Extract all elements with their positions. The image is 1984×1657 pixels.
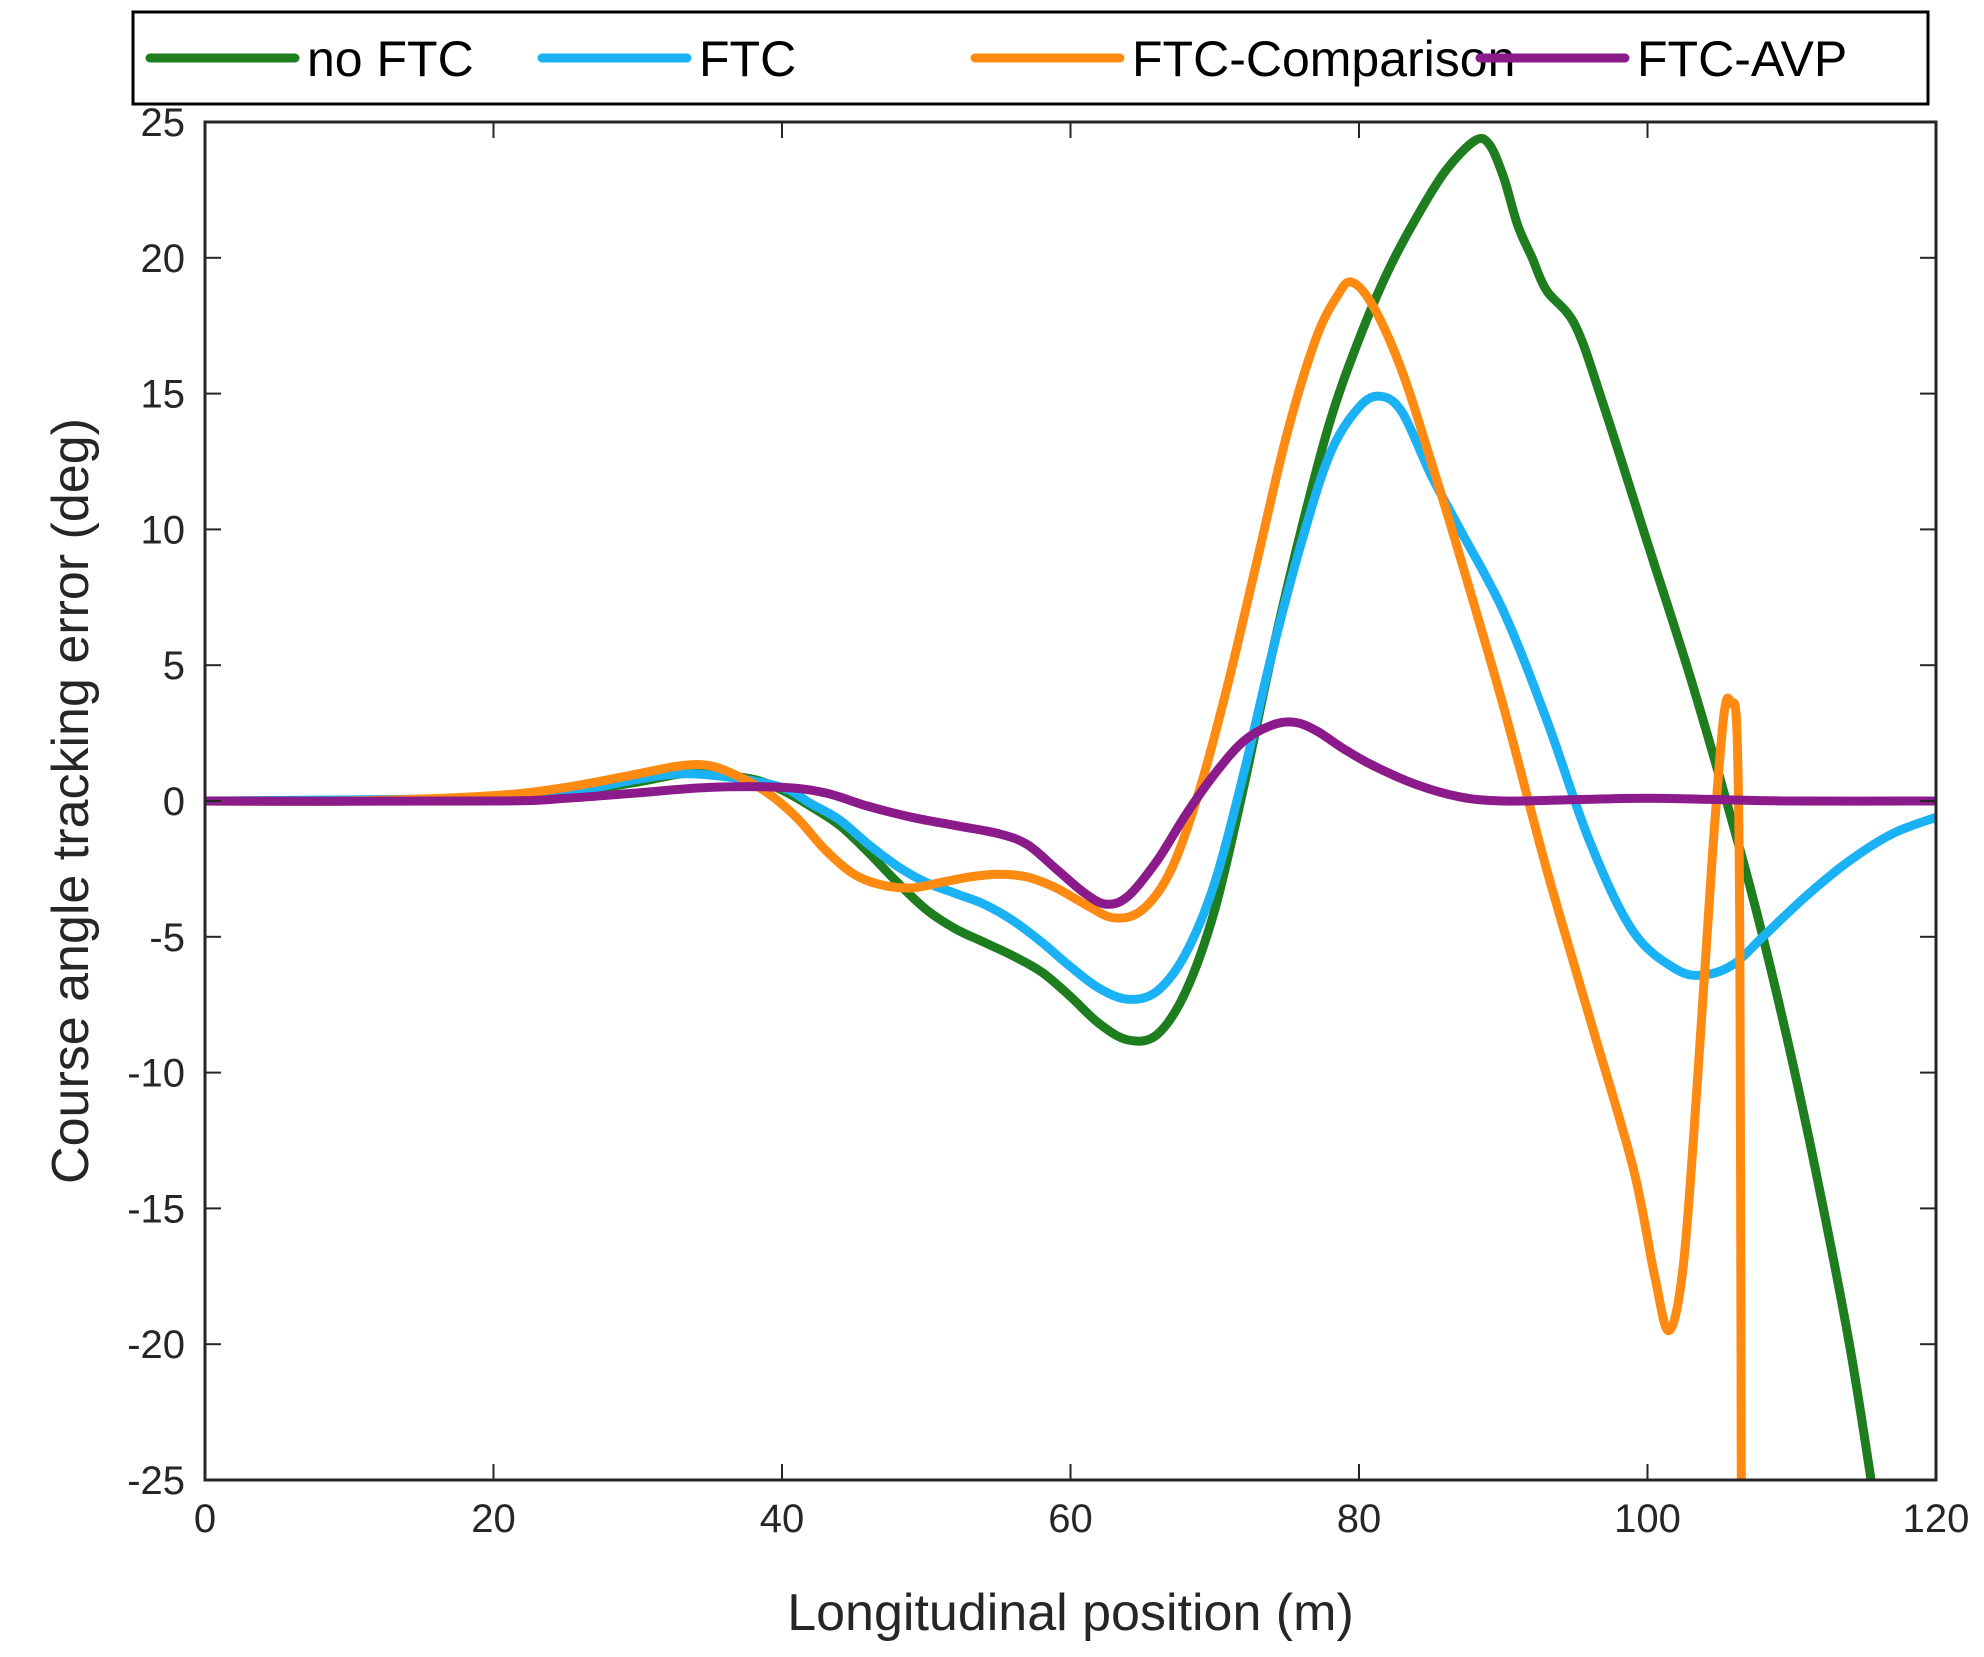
y-tick-label: 15 <box>141 373 186 417</box>
legend-label: no FTC <box>307 31 474 87</box>
x-tick-label: 80 <box>1337 1497 1382 1541</box>
legend: no FTC FTC FTC-Comparison FTC-AVP <box>131 10 1930 106</box>
y-tick-label: 10 <box>141 508 186 552</box>
legend-label: FTC <box>699 31 796 87</box>
y-tick-label: -25 <box>127 1459 185 1503</box>
series-line-ftc <box>205 391 1936 1004</box>
y-tick-label: 5 <box>163 644 185 688</box>
y-tick-label: 0 <box>163 780 185 824</box>
x-tick-label: 100 <box>1614 1497 1681 1541</box>
y-tick-label: 20 <box>141 237 186 281</box>
series-line-ftc-avp <box>205 717 1936 909</box>
x-tick-label: 120 <box>1903 1497 1970 1541</box>
y-axis-label: Course angle tracking error (deg) <box>42 418 100 1184</box>
y-tick-label: 25 <box>141 101 186 145</box>
series-line-ftc-comparison <box>205 277 1746 1480</box>
y-tick-label: -5 <box>149 916 185 960</box>
y-tick-label: -15 <box>127 1187 185 1231</box>
x-axis-label: Longitudinal position (m) <box>787 1584 1354 1642</box>
x-tick-label: 20 <box>471 1497 516 1541</box>
legend-label: FTC-AVP <box>1637 31 1847 87</box>
x-tick-label: 0 <box>194 1497 216 1541</box>
y-axis-ticks: 25 20 15 10 5 0 -5 -10 -15 -20 -25 <box>127 101 1936 1503</box>
y-tick-label: -10 <box>127 1052 185 1096</box>
x-axis-ticks: 0 20 40 60 80 100 120 <box>194 122 1970 1541</box>
legend-label: FTC-Comparison <box>1132 31 1515 87</box>
x-tick-label: 40 <box>760 1497 805 1541</box>
y-tick-label: -20 <box>127 1323 185 1367</box>
x-tick-label: 60 <box>1048 1497 1093 1541</box>
series-layer <box>205 133 1936 1480</box>
series-line-no-ftc <box>205 133 1876 1480</box>
